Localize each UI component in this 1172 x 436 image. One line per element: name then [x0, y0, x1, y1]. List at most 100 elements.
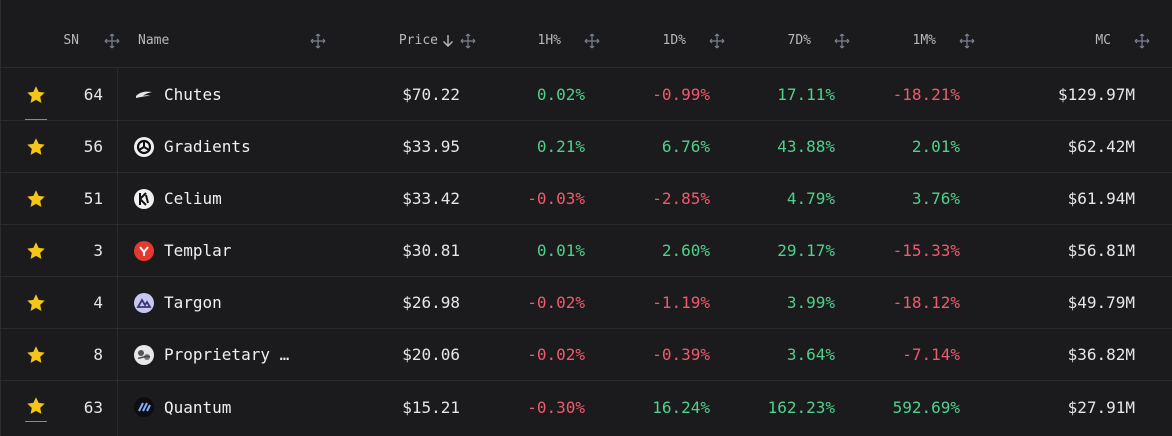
subnet-name-link[interactable]: Templar [164, 241, 232, 260]
sn-value: 4 [93, 293, 103, 312]
drag-handle-icon[interactable] [104, 33, 120, 49]
market-cap-value: $62.42M [1067, 137, 1135, 156]
price-value: $20.06 [402, 345, 460, 364]
header-7d[interactable]: 7D% [731, 14, 811, 67]
header-price-label: Price [398, 33, 438, 48]
change-1d-value: -0.39% [652, 345, 710, 364]
column-divider [117, 68, 118, 436]
sn-value: 64 [83, 85, 103, 104]
header-mc-label: MC [1095, 33, 1111, 48]
header-1h-label: 1H% [537, 33, 561, 48]
chutes-logo-icon [134, 85, 154, 105]
table-row[interactable]: 51 Celium $33.42 -0.03% -2.85% 4.79% 3.7… [1, 173, 1172, 225]
drag-handle-icon[interactable] [584, 33, 600, 49]
star-icon[interactable] [25, 292, 47, 314]
drag-handle-icon[interactable] [959, 33, 975, 49]
table-row[interactable]: 3 Templar $30.81 0.01% 2.60% 29.17% -15.… [1, 225, 1172, 277]
price-value: $33.95 [402, 137, 460, 156]
change-1h-value: -0.02% [527, 293, 585, 312]
subnet-name-link[interactable]: Proprietary … [164, 345, 290, 364]
drag-handle-icon[interactable] [460, 33, 476, 49]
sn-value: 3 [93, 241, 103, 260]
header-7d-label: 7D% [787, 33, 811, 48]
star-icon[interactable] [25, 84, 47, 106]
sn-value: 56 [83, 137, 103, 156]
change-1d-value: -1.19% [652, 293, 710, 312]
price-value: $26.98 [402, 293, 460, 312]
market-cap-value: $36.82M [1067, 345, 1135, 364]
drag-handle-icon[interactable] [1134, 33, 1150, 49]
change-1m-value: -18.12% [892, 293, 960, 312]
price-value: $30.81 [402, 241, 460, 260]
quantum-logo-icon [134, 397, 154, 417]
change-1m-value: -15.33% [892, 241, 960, 260]
templar-logo-icon [134, 240, 154, 261]
change-1h-value: -0.30% [527, 397, 585, 417]
sort-descending-icon[interactable] [442, 34, 454, 48]
change-1d-value: 16.24% [652, 397, 710, 417]
subnet-name-link[interactable]: Quantum [164, 397, 232, 417]
targon-logo-icon [134, 292, 154, 313]
star-focus-underline [25, 119, 47, 120]
drag-handle-icon[interactable] [310, 33, 326, 49]
change-1h-value: -0.02% [527, 345, 585, 364]
proprietary-logo-icon [134, 344, 154, 365]
celium-logo-icon [134, 188, 154, 209]
star-icon[interactable] [25, 136, 47, 158]
star-icon[interactable] [25, 188, 47, 210]
market-cap-value: $56.81M [1067, 241, 1135, 260]
star-focus-underline [25, 421, 47, 422]
change-1m-value: 3.76% [911, 189, 960, 208]
subnet-name-link[interactable]: Targon [164, 293, 222, 312]
header-1m[interactable]: 1M% [856, 14, 936, 67]
price-value: $33.42 [402, 189, 460, 208]
header-1h[interactable]: 1H% [481, 14, 561, 67]
header-price[interactable]: Price [361, 14, 454, 67]
table-row[interactable]: 64 Chutes $70.22 0.02% -0.99% 17.11% -18… [1, 69, 1172, 121]
subnet-name-link[interactable]: Celium [164, 189, 222, 208]
gradients-logo-icon [134, 136, 154, 157]
market-cap-value: $49.79M [1067, 293, 1135, 312]
change-7d-value: 4.79% [786, 189, 835, 208]
change-1d-value: -2.85% [652, 189, 710, 208]
header-1m-label: 1M% [912, 33, 936, 48]
header-name-label: Name [138, 33, 170, 48]
change-1m-value: -7.14% [902, 345, 960, 364]
price-value: $15.21 [402, 397, 460, 417]
table-row[interactable]: 8 Proprietary … $20.06 -0.02% -0.39% 3.6… [1, 329, 1172, 381]
change-1h-value: 0.21% [536, 137, 585, 156]
change-7d-value: 3.64% [786, 345, 835, 364]
header-sn-label: SN [63, 33, 79, 48]
change-7d-value: 162.23% [767, 397, 835, 417]
drag-handle-icon[interactable] [709, 33, 725, 49]
market-cap-value: $129.97M [1057, 85, 1135, 104]
table-header: SN Name Price 1H% 1D% 7D% 1M% MC [1, 14, 1172, 68]
drag-handle-icon[interactable] [834, 33, 850, 49]
change-1h-value: -0.03% [527, 189, 585, 208]
change-1d-value: 2.60% [661, 241, 710, 260]
change-1d-value: 6.76% [661, 137, 710, 156]
change-1d-value: -0.99% [652, 85, 710, 104]
sn-value: 63 [83, 397, 103, 417]
subnet-name-link[interactable]: Chutes [164, 85, 222, 104]
change-1h-value: 0.01% [536, 241, 585, 260]
change-1m-value: 2.01% [911, 137, 960, 156]
market-cap-value: $61.94M [1067, 189, 1135, 208]
header-sn[interactable]: SN [41, 14, 79, 67]
subnet-name-link[interactable]: Gradients [164, 137, 251, 156]
star-icon[interactable] [25, 395, 47, 417]
header-name[interactable]: Name [138, 14, 238, 67]
table-row[interactable]: 4 Targon $26.98 -0.02% -1.19% 3.99% -18.… [1, 277, 1172, 329]
change-1m-value: 592.69% [892, 397, 960, 417]
change-7d-value: 29.17% [777, 241, 835, 260]
star-icon[interactable] [25, 240, 47, 262]
header-1d[interactable]: 1D% [606, 14, 686, 67]
table-row[interactable]: 56 Gradients $33.95 0.21% 6.76% 43.88% 2… [1, 121, 1172, 173]
change-7d-value: 43.88% [777, 137, 835, 156]
change-1m-value: -18.21% [892, 85, 960, 104]
table-row[interactable]: 63 Quantum $15.21 -0.30% 16.24% 162.23% … [1, 381, 1172, 436]
price-value: $70.22 [402, 85, 460, 104]
star-icon[interactable] [25, 344, 47, 366]
sn-value: 8 [93, 345, 103, 364]
header-mc[interactable]: MC [1011, 14, 1111, 67]
